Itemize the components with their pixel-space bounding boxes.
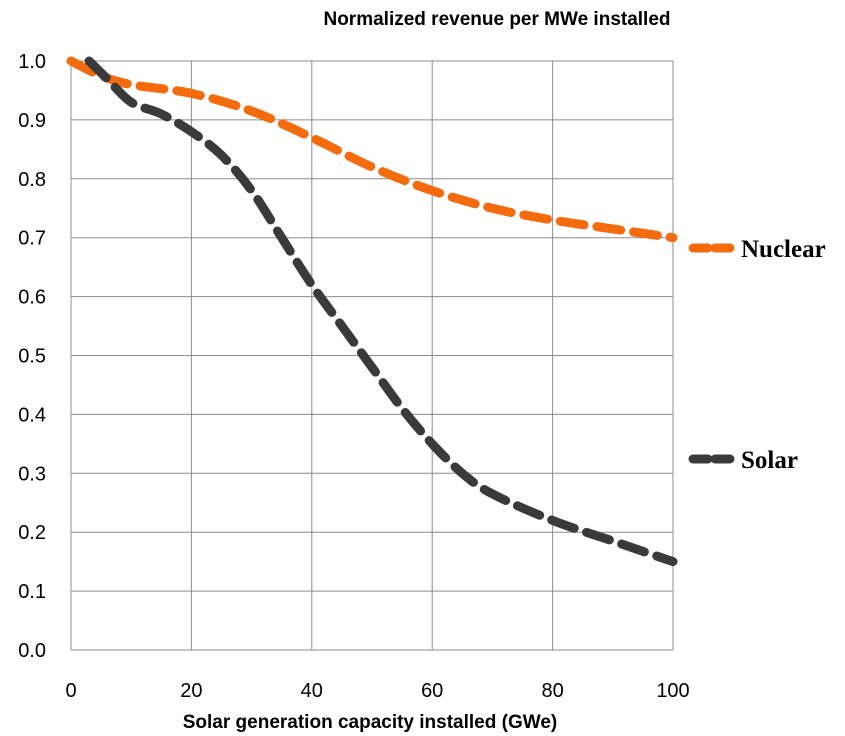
y-axis-ticks: 0.0 0.1 0.2 0.3 0.4 0.5 0.6 0.7 0.8 0.9 1.0 [18,51,46,662]
x-tick-label: 0 [65,680,76,702]
y-tick-label: 0.7 [18,228,46,250]
x-axis-label: Solar generation capacity installed (GWe… [183,712,557,733]
y-tick-label: 0.8 [18,169,46,191]
x-tick-label: 80 [541,680,563,702]
legend-label-nuclear: Nuclear [741,236,826,263]
series-line-nuclear [66,56,678,243]
legend-label-solar: Solar [741,447,798,474]
y-tick-label: 0.3 [18,463,46,485]
x-tick-label: 60 [421,680,443,702]
series-lines [66,56,678,567]
x-tick-label: 100 [656,680,689,702]
y-tick-label: 1.0 [18,51,46,73]
chart-title: Normalized revenue per MWe installed [323,9,670,30]
x-tick-label: 20 [180,680,202,702]
grid-lines [70,60,674,651]
y-tick-label: 0.2 [18,522,46,544]
y-tick-label: 0.6 [18,287,46,309]
x-tick-label: 40 [301,680,323,702]
y-tick-label: 0.1 [18,581,46,603]
y-tick-label: 0.5 [18,346,46,368]
y-tick-label: 0.0 [18,640,46,662]
x-axis-ticks: 0 20 40 60 80 100 [65,680,689,702]
y-tick-label: 0.9 [18,110,46,132]
legend: Nuclear Solar [688,236,826,474]
y-tick-label: 0.4 [18,404,46,426]
series-line-solar [84,56,678,567]
